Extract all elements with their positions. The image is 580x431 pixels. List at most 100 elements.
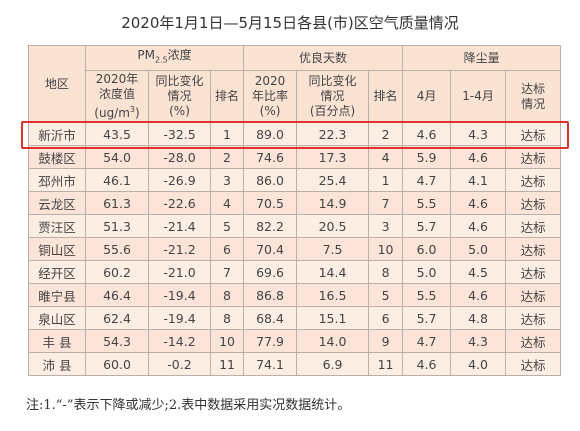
table-cell: 4.6 [450, 145, 507, 169]
table-cell: -22.6 [148, 191, 211, 215]
table-cell: 22.3 [296, 122, 370, 146]
table-row: 沛 县 60.0 -0.2 11 74.1 6.9 11 4.6 4.0 达标 [28, 352, 562, 376]
table-cell: 邳州市 [28, 168, 86, 192]
table-cell: 9 [368, 329, 404, 353]
table-cell: 4 [368, 145, 404, 169]
table-cell: 77.9 [243, 329, 298, 353]
table-row: 泉山区 62.4 -19.4 8 68.4 15.1 6 5.7 4.8 达标 [28, 306, 562, 330]
table-cell: 贾汪区 [28, 214, 86, 238]
table-cell: 7 [209, 260, 245, 284]
table-cell: 68.4 [243, 306, 298, 330]
table-cell: 经开区 [28, 260, 86, 284]
table-cell: 8 [368, 260, 404, 284]
table-cell: 61.3 [85, 191, 149, 215]
header-cell: PM2.5浓度 [84, 45, 245, 71]
table-cell: -0.2 [148, 352, 211, 376]
header-cell: 排名 [368, 70, 404, 123]
header-text: 4月 [416, 89, 437, 103]
table-cell: 达标 [505, 352, 562, 376]
table-row: 睢宁县 46.4 -19.4 8 86.8 16.5 5 5.5 4.6 达标 [28, 283, 562, 307]
table-cell: 新沂市 [28, 122, 86, 146]
header-text: 排名 [215, 89, 240, 103]
table-row: 新沂市 43.5 -32.5 1 89.0 22.3 2 4.6 4.3 达标 [28, 122, 562, 146]
table-body: 新沂市 43.5 -32.5 1 89.0 22.3 2 4.6 4.3 达标 鼓楼区 54.0 -28… [28, 122, 562, 376]
table-cell: 86.0 [243, 168, 298, 192]
table-cell: 11 [368, 352, 404, 376]
header-cell: 地区 [28, 45, 86, 123]
table-cell: 云龙区 [28, 191, 86, 215]
header-text: 降尘量 [463, 50, 500, 65]
table-cell: 5.0 [450, 237, 507, 261]
table: 地区 PM2.5浓度 优良天数 降尘量 2020年 浓度值 (ug/m3) 同比变化 情况 (%)… [28, 45, 562, 376]
table-row: 经开区 60.2 -21.0 7 69.6 14.4 8 5.0 4.5 达标 [28, 260, 562, 284]
header-text: (%) [169, 104, 190, 118]
table-cell: -26.9 [148, 168, 211, 192]
header-text: 优良天数 [299, 50, 348, 65]
header-cell: 2020 年比率 (%) [243, 70, 298, 123]
header-text: 同比变化 [308, 74, 357, 88]
header-cell: 同比变化 情况 (百分点) [296, 70, 370, 123]
header-text: (ug/m [94, 106, 130, 120]
table-cell: 54.3 [85, 329, 149, 353]
table-row: 云龙区 61.3 -22.6 4 70.5 14.9 7 5.5 4.6 达标 [28, 191, 562, 215]
table-cell: -21.2 [148, 237, 211, 261]
header-unit: (ug/m3) [86, 102, 148, 121]
note: 注:1.“-”表示下降或减少;2.表中数据采用实况数据统计。 [26, 398, 351, 413]
table-cell: 89.0 [243, 122, 298, 146]
table-cell: 70.4 [243, 237, 298, 261]
table-cell: 15.1 [296, 306, 370, 330]
table-cell: 55.6 [85, 237, 149, 261]
header-text: PM [137, 48, 155, 63]
table-cell: 10 [368, 237, 404, 261]
table-cell: 74.1 [243, 352, 298, 376]
table-cell: 51.3 [85, 214, 149, 238]
table-cell: 4.1 [450, 168, 507, 192]
table-cell: 5.5 [402, 283, 452, 307]
table-cell: 6.0 [402, 237, 452, 261]
table-row: 邳州市 46.1 -26.9 3 86.0 25.4 1 4.7 4.1 达标 [28, 168, 562, 192]
table-header: 地区 PM2.5浓度 优良天数 降尘量 2020年 浓度值 (ug/m3) 同比变化 情况 (%)… [28, 45, 562, 123]
table-cell: 5.9 [402, 145, 452, 169]
table-cell: 4.6 [402, 122, 452, 146]
table-cell: 达标 [505, 145, 562, 169]
table-cell: 4.5 [450, 260, 507, 284]
header-cell: 同比变化 情况 (%) [148, 70, 211, 123]
table-cell: 3 [209, 168, 245, 192]
table-cell: 6 [209, 237, 245, 261]
table-cell: 46.1 [85, 168, 149, 192]
header-text: 情况 [167, 89, 192, 103]
table-cell: 14.0 [296, 329, 370, 353]
header-text: 达标 [521, 81, 546, 96]
title: 2020年1月1日—5月15日各县(市)区空气质量情况 [121, 14, 459, 32]
header-text: 2020年 [95, 72, 139, 86]
header-cell: 2020年 浓度值 (ug/m3) [85, 70, 149, 123]
table-row: 鼓楼区 54.0 -28.0 2 74.6 17.3 4 5.9 4.6 达标 [28, 145, 562, 169]
table-cell: -19.4 [148, 306, 211, 330]
table-cell: 5 [368, 283, 404, 307]
table-cell: 14.9 [296, 191, 370, 215]
table-cell: 7.5 [296, 237, 370, 261]
table-cell: 1 [368, 168, 404, 192]
table-cell: -21.0 [148, 260, 211, 284]
table-cell: 4.7 [402, 168, 452, 192]
header-text: 1-4月 [462, 89, 494, 103]
table-cell: 86.8 [243, 283, 298, 307]
table-cell: 60.2 [85, 260, 149, 284]
table-cell: 8 [209, 306, 245, 330]
table-cell: 69.6 [243, 260, 298, 284]
table-cell: -28.0 [148, 145, 211, 169]
table-cell: -19.4 [148, 283, 211, 307]
table-cell: 达标 [505, 306, 562, 330]
table-cell: 20.5 [296, 214, 370, 238]
table-cell: 70.5 [243, 191, 298, 215]
header-text: 2.5 [154, 55, 168, 65]
table-cell: 2 [368, 122, 404, 146]
header-text: 情况 [521, 96, 546, 111]
table-cell: 4.6 [450, 214, 507, 238]
table-cell: 铜山区 [28, 237, 86, 261]
highlight-box [21, 121, 569, 149]
table-cell: 5 [209, 214, 245, 238]
table-cell: 丰 县 [28, 329, 86, 353]
table-cell: 74.6 [243, 145, 298, 169]
